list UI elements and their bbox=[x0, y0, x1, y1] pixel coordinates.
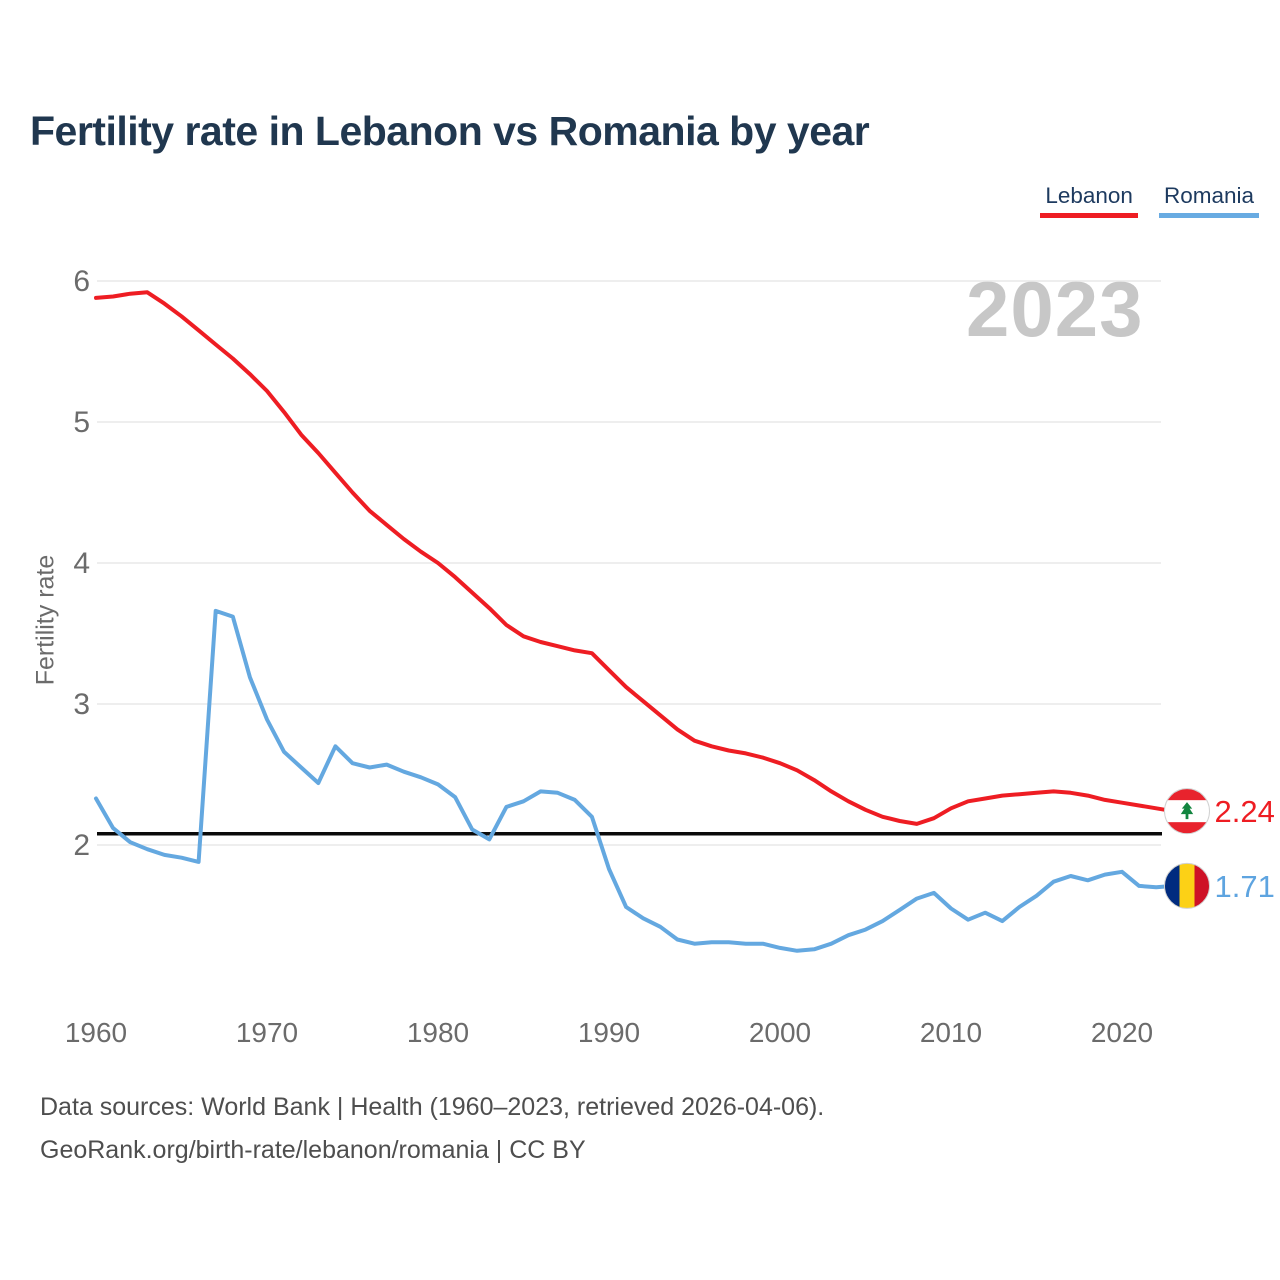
end-value-lebanon: 2.24 bbox=[1215, 794, 1275, 829]
watermark-year: 2023 bbox=[966, 265, 1144, 353]
flag-ring bbox=[1164, 862, 1210, 909]
flag-ring bbox=[1164, 788, 1210, 835]
legend: Lebanon Romania bbox=[1040, 183, 1259, 218]
y-tick-label: 3 bbox=[73, 688, 90, 721]
x-tick-label: 2000 bbox=[749, 1017, 811, 1048]
y-tick-label: 6 bbox=[73, 265, 90, 298]
romania-flag-icon bbox=[1164, 863, 1210, 909]
footer-url-line: GeoRank.org/birth-rate/lebanon/romania |… bbox=[40, 1136, 586, 1164]
footer: Data sources: World Bank | Health (1960–… bbox=[40, 1086, 824, 1172]
footer-sources-line: Data sources: World Bank | Health (1960–… bbox=[40, 1093, 825, 1121]
lebanon-flag-icon bbox=[1164, 788, 1210, 834]
series-line-lebanon bbox=[94, 290, 1176, 826]
y-tick-label: 5 bbox=[73, 406, 90, 439]
chart-title: Fertility rate in Lebanon vs Romania by … bbox=[30, 108, 870, 154]
y-tick-label: 2 bbox=[73, 829, 90, 862]
legend-item-romania[interactable]: Romania bbox=[1158, 183, 1259, 218]
x-tick-label: 2010 bbox=[920, 1017, 982, 1048]
x-tick-label: 1970 bbox=[236, 1017, 298, 1048]
y-tick-label: 4 bbox=[73, 547, 90, 580]
x-tick-label: 1990 bbox=[578, 1017, 640, 1048]
end-value-romania: 1.71 bbox=[1215, 869, 1275, 904]
series-line-romania bbox=[94, 608, 1176, 953]
x-tick-label: 1980 bbox=[407, 1017, 469, 1048]
x-tick-label: 2020 bbox=[1091, 1017, 1153, 1048]
legend-item-lebanon[interactable]: Lebanon bbox=[1040, 183, 1138, 218]
x-tick-label: 1960 bbox=[65, 1017, 127, 1048]
